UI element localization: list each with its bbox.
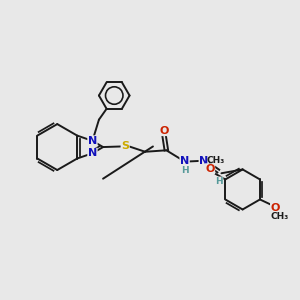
- Text: S: S: [121, 142, 129, 152]
- Text: CH₃: CH₃: [207, 156, 225, 165]
- Text: O: O: [271, 203, 280, 213]
- Text: H: H: [215, 177, 223, 186]
- Text: N: N: [88, 148, 97, 158]
- Text: H: H: [181, 166, 188, 175]
- Text: O: O: [205, 164, 215, 174]
- Text: O: O: [159, 126, 169, 136]
- Text: N: N: [199, 156, 208, 166]
- Text: N: N: [88, 136, 97, 146]
- Text: N: N: [180, 157, 189, 166]
- Text: CH₃: CH₃: [271, 212, 289, 221]
